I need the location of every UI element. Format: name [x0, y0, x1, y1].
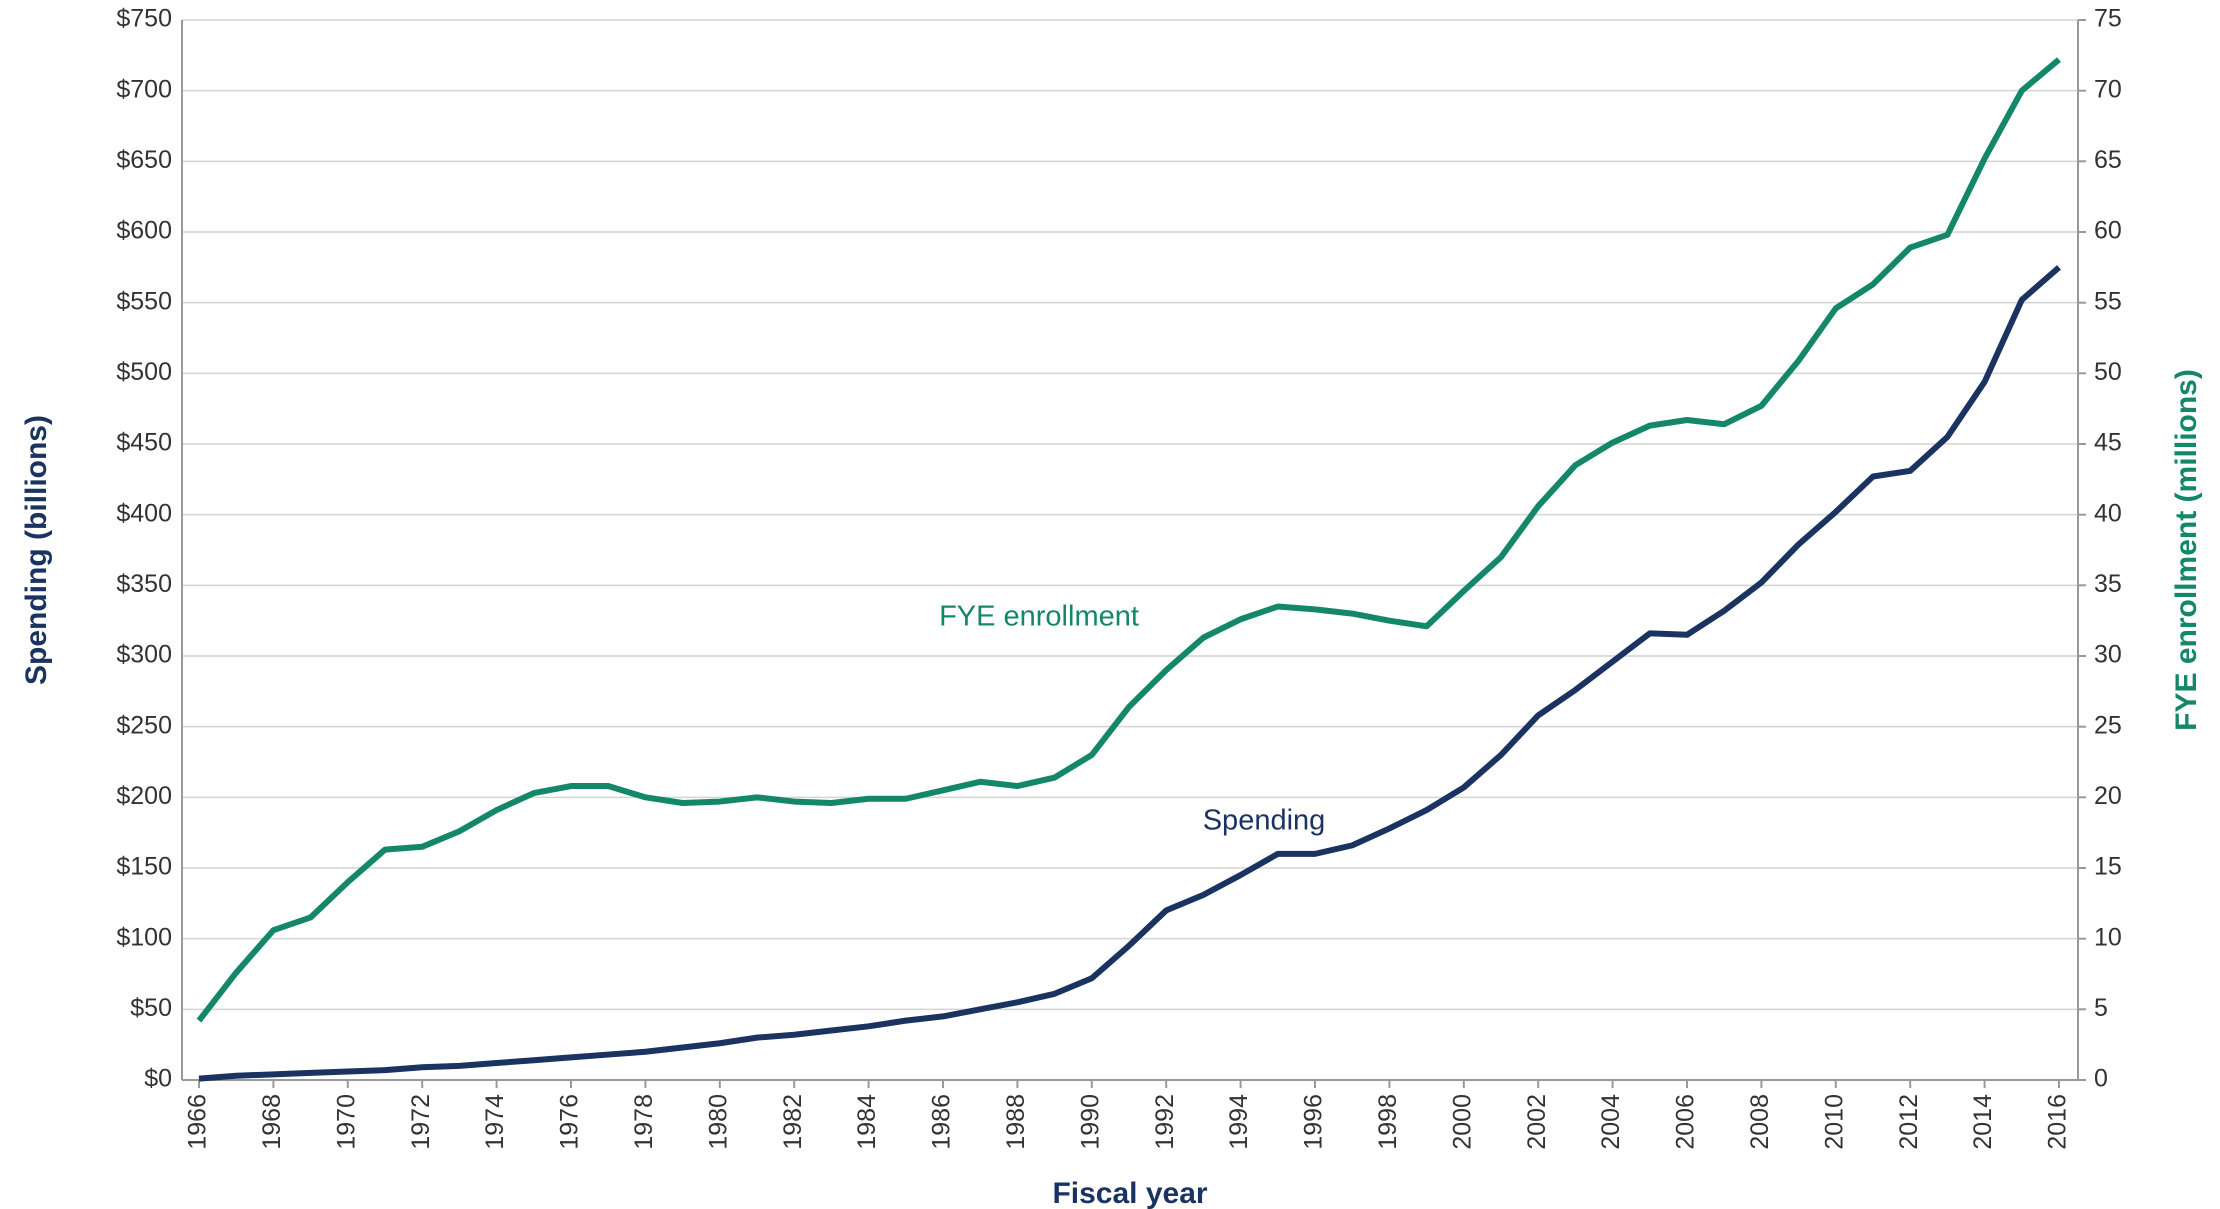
x-tick-label: 1978 [630, 1094, 658, 1150]
y2-tick-label: 70 [2094, 75, 2122, 103]
y-axis-title: Spending (billions) [20, 415, 53, 685]
y-tick-label: $550 [116, 287, 172, 315]
y-tick-label: $600 [116, 217, 172, 245]
x-axis-title: Fiscal year [1052, 1177, 1207, 1209]
y2-tick-label: 10 [2094, 923, 2122, 951]
series-label: Spending [1203, 805, 1326, 837]
y-tick-label: $150 [116, 853, 172, 881]
series-line [198, 265, 2061, 1082]
y2-tick-label: 50 [2094, 358, 2122, 386]
y-tick-label: $0 [144, 1065, 172, 1093]
y2-tick-label: 45 [2094, 429, 2122, 457]
x-tick-label: 1980 [704, 1094, 732, 1150]
y2-axis-title: FYE enrollment (millions) [2170, 369, 2203, 731]
y-tick-label: $50 [130, 994, 172, 1022]
x-tick-label: 1996 [1300, 1094, 1328, 1150]
y-tick-label: $300 [116, 641, 172, 669]
x-tick-label: 2000 [1448, 1094, 1476, 1150]
x-tick-label: 1992 [1151, 1094, 1179, 1150]
series-label: FYE enrollment [939, 601, 1139, 633]
x-tick-label: 2010 [1820, 1094, 1848, 1150]
y2-tick-label: 0 [2094, 1065, 2108, 1093]
x-tick-label: 1984 [853, 1094, 881, 1150]
x-tick-label: 1986 [928, 1094, 956, 1150]
y-tick-label: $450 [116, 429, 172, 457]
x-tick-label: 1988 [1002, 1094, 1030, 1150]
y2-tick-label: 30 [2094, 641, 2122, 669]
x-tick-label: 1974 [481, 1094, 509, 1150]
y-tick-label: $100 [116, 923, 172, 951]
x-tick-label: 1968 [258, 1094, 286, 1150]
y2-tick-label: 55 [2094, 287, 2122, 315]
y2-tick-label: 15 [2094, 853, 2122, 881]
y-tick-label: $350 [116, 570, 172, 598]
y-tick-label: $200 [116, 782, 172, 810]
y2-tick-label: 60 [2094, 217, 2122, 245]
x-tick-label: 1990 [1076, 1094, 1104, 1150]
x-tick-label: 2004 [1597, 1094, 1625, 1150]
x-tick-label: 2002 [1523, 1094, 1551, 1150]
y2-tick-label: 20 [2094, 782, 2122, 810]
x-tick-label: 2016 [2044, 1094, 2072, 1150]
y2-tick-label: 40 [2094, 499, 2122, 527]
y-tick-label: $700 [116, 75, 172, 103]
x-tick-label: 2006 [1672, 1094, 1700, 1150]
y-tick-label: $650 [116, 146, 172, 174]
x-tick-label: 2014 [1969, 1094, 1997, 1150]
x-tick-label: 2008 [1746, 1094, 1774, 1150]
y2-tick-label: 35 [2094, 570, 2122, 598]
x-tick-label: 1982 [779, 1094, 807, 1150]
y-tick-label: $400 [116, 499, 172, 527]
x-tick-label: 2012 [1895, 1094, 1923, 1150]
y2-tick-label: 5 [2094, 994, 2108, 1022]
x-tick-label: 1976 [556, 1094, 584, 1150]
x-tick-label: 1998 [1374, 1094, 1402, 1150]
y2-tick-label: 75 [2094, 5, 2122, 33]
y2-tick-label: 65 [2094, 146, 2122, 174]
series-line [196, 57, 2061, 1023]
y-tick-label: $250 [116, 711, 172, 739]
y2-tick-label: 25 [2094, 711, 2122, 739]
x-tick-label: 1994 [1225, 1094, 1253, 1150]
x-tick-label: 1972 [407, 1094, 435, 1150]
x-tick-label: 1966 [184, 1094, 212, 1150]
y-tick-label: $500 [116, 358, 172, 386]
y-tick-label: $750 [116, 5, 172, 33]
x-tick-label: 1970 [332, 1094, 360, 1150]
